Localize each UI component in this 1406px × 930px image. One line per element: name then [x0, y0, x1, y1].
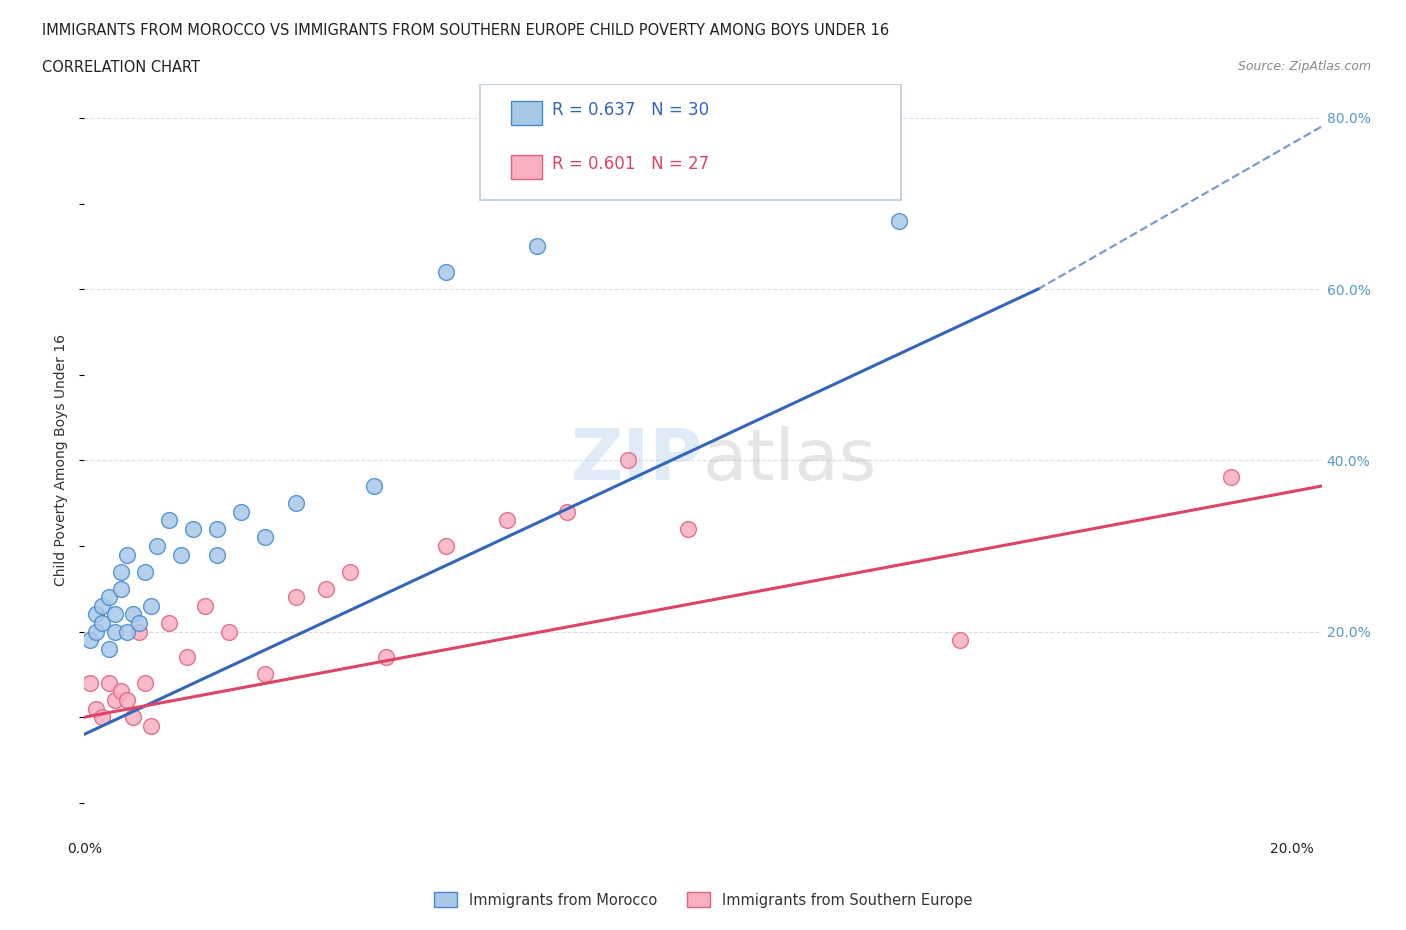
Point	[103, 624, 125, 639]
Point	[97, 642, 120, 657]
Point	[218, 624, 240, 639]
Point	[889, 213, 911, 228]
Point	[103, 693, 125, 708]
Point	[115, 547, 138, 562]
Legend: Immigrants from Morocco, Immigrants from Southern Europe: Immigrants from Morocco, Immigrants from…	[429, 886, 977, 913]
Point	[110, 565, 132, 579]
Text: Source: ZipAtlas.com: Source: ZipAtlas.com	[1237, 60, 1371, 73]
Point	[86, 607, 108, 622]
Point	[110, 581, 132, 596]
Point	[339, 565, 361, 579]
Point	[436, 538, 458, 553]
Point	[97, 590, 120, 604]
Y-axis label: Child Poverty Among Boys Under 16: Child Poverty Among Boys Under 16	[55, 335, 69, 586]
Point	[97, 675, 120, 690]
Point	[363, 479, 385, 494]
Point	[205, 522, 228, 537]
Point	[134, 675, 156, 690]
Point	[86, 701, 108, 716]
Point	[91, 598, 114, 613]
FancyBboxPatch shape	[481, 84, 901, 201]
Point	[115, 624, 138, 639]
Point	[284, 496, 307, 511]
Point	[110, 684, 132, 699]
Point	[205, 547, 228, 562]
Point	[121, 710, 143, 724]
Point	[170, 547, 193, 562]
Point	[375, 650, 398, 665]
Point	[115, 693, 138, 708]
Point	[121, 607, 143, 622]
Point	[103, 607, 125, 622]
Point	[91, 616, 114, 631]
Point	[157, 616, 180, 631]
Point	[616, 453, 638, 468]
Point	[284, 590, 307, 604]
Point	[79, 675, 101, 690]
Bar	[512, 101, 543, 126]
Point	[555, 504, 578, 519]
Point	[948, 632, 970, 647]
Point	[139, 598, 162, 613]
Point	[176, 650, 198, 665]
Point	[495, 512, 517, 527]
Text: IMMIGRANTS FROM MOROCCO VS IMMIGRANTS FROM SOUTHERN EUROPE CHILD POVERTY AMONG B: IMMIGRANTS FROM MOROCCO VS IMMIGRANTS FR…	[42, 23, 890, 38]
Point	[157, 512, 180, 527]
Point	[436, 264, 458, 279]
Point	[254, 667, 277, 682]
Point	[181, 522, 204, 537]
Point	[79, 632, 101, 647]
Point	[139, 718, 162, 733]
Point	[128, 624, 150, 639]
Point	[86, 624, 108, 639]
Point	[128, 616, 150, 631]
Point	[526, 239, 548, 254]
Text: R = 0.601   N = 27: R = 0.601 N = 27	[553, 155, 709, 173]
Text: CORRELATION CHART: CORRELATION CHART	[42, 60, 200, 75]
Point	[254, 530, 277, 545]
Point	[146, 538, 169, 553]
Text: R = 0.637   N = 30: R = 0.637 N = 30	[553, 101, 709, 119]
Point	[231, 504, 253, 519]
Point	[1220, 470, 1243, 485]
Point	[91, 710, 114, 724]
Point	[134, 565, 156, 579]
Point	[676, 522, 699, 537]
Bar	[512, 155, 543, 179]
Text: ZIP: ZIP	[571, 426, 703, 495]
Text: atlas: atlas	[703, 426, 877, 495]
Point	[315, 581, 337, 596]
Point	[194, 598, 217, 613]
